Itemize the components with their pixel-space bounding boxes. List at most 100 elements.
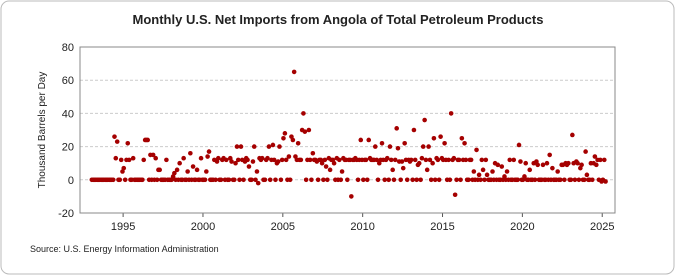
data-point	[435, 157, 441, 163]
data-point	[198, 155, 204, 161]
data-point	[125, 140, 131, 146]
data-point	[535, 162, 541, 168]
data-point	[391, 177, 397, 183]
data-point	[507, 157, 513, 163]
data-point	[452, 192, 458, 198]
data-point	[253, 177, 258, 183]
plot-area	[79, 46, 616, 214]
data-point	[226, 177, 232, 183]
data-point	[283, 157, 289, 163]
data-point	[566, 160, 571, 166]
data-point	[122, 177, 128, 183]
data-point	[140, 177, 145, 183]
data-point	[307, 157, 313, 163]
data-point	[306, 127, 312, 133]
x-tick-label: 2010	[350, 221, 374, 233]
data-point	[126, 157, 132, 163]
data-point	[558, 177, 563, 183]
data-point	[442, 140, 447, 146]
data-point	[555, 169, 560, 174]
data-point	[164, 157, 169, 163]
data-point	[456, 157, 462, 163]
data-point	[190, 164, 196, 169]
data-point	[516, 142, 522, 148]
data-point	[483, 157, 489, 163]
data-point	[157, 167, 162, 173]
data-point	[174, 167, 180, 173]
y-tick-label: 60	[62, 75, 74, 87]
data-point	[582, 177, 587, 183]
data-point	[451, 155, 457, 161]
data-point	[290, 137, 296, 143]
data-point	[590, 177, 595, 183]
data-point	[446, 157, 451, 163]
data-point	[113, 155, 119, 161]
data-point	[249, 177, 254, 183]
data-point	[278, 177, 284, 183]
data-point	[394, 126, 399, 131]
data-point	[323, 164, 329, 169]
data-point	[235, 157, 241, 163]
data-point	[206, 149, 212, 154]
data-point	[412, 157, 418, 163]
data-point	[390, 167, 395, 173]
data-point	[411, 127, 417, 133]
x-tick-label: 2020	[510, 221, 534, 233]
data-point	[279, 157, 285, 163]
data-point	[246, 164, 252, 169]
data-point	[331, 160, 337, 166]
data-point	[427, 157, 433, 163]
data-point	[387, 144, 393, 149]
data-point	[265, 155, 270, 161]
data-point	[382, 177, 388, 183]
data-point	[562, 177, 567, 183]
x-tick-label: 1995	[111, 221, 135, 233]
data-point	[474, 147, 479, 153]
data-point	[468, 157, 474, 163]
data-point	[447, 177, 453, 183]
data-point	[459, 136, 465, 141]
data-point	[270, 142, 276, 148]
data-point	[422, 117, 427, 123]
data-point	[572, 177, 578, 183]
data-point	[550, 165, 555, 171]
y-tick-label: 40	[62, 108, 74, 120]
x-tick-label: 2005	[271, 221, 295, 233]
y-axis-label: Thousand Barrels per Day	[37, 72, 48, 189]
data-point	[540, 162, 546, 168]
data-point	[271, 157, 277, 163]
data-point	[287, 177, 293, 183]
data-point	[432, 177, 438, 183]
data-point	[234, 144, 240, 149]
x-tick-label: 2025	[590, 221, 614, 233]
data-point	[114, 139, 120, 144]
data-point	[454, 177, 459, 183]
data-point	[172, 170, 177, 176]
data-point	[145, 137, 151, 143]
y-tick-label: 0	[68, 175, 74, 187]
data-point	[400, 165, 406, 171]
data-point	[598, 157, 603, 163]
data-point	[478, 177, 483, 183]
data-point	[532, 177, 538, 183]
data-point	[254, 169, 260, 174]
data-point	[185, 169, 190, 174]
data-point	[547, 152, 552, 158]
data-point	[522, 174, 527, 179]
data-point	[388, 157, 394, 163]
data-point	[322, 157, 328, 163]
data-point	[463, 157, 469, 163]
data-point	[602, 157, 607, 163]
y-tick-label: 80	[62, 42, 74, 54]
data-point	[392, 157, 398, 163]
data-point	[141, 157, 147, 163]
data-point	[281, 136, 286, 141]
data-point	[325, 177, 330, 183]
data-point	[233, 160, 238, 166]
data-point	[583, 149, 588, 154]
data-point	[544, 160, 550, 166]
data-point	[309, 177, 314, 183]
data-point	[386, 177, 392, 183]
